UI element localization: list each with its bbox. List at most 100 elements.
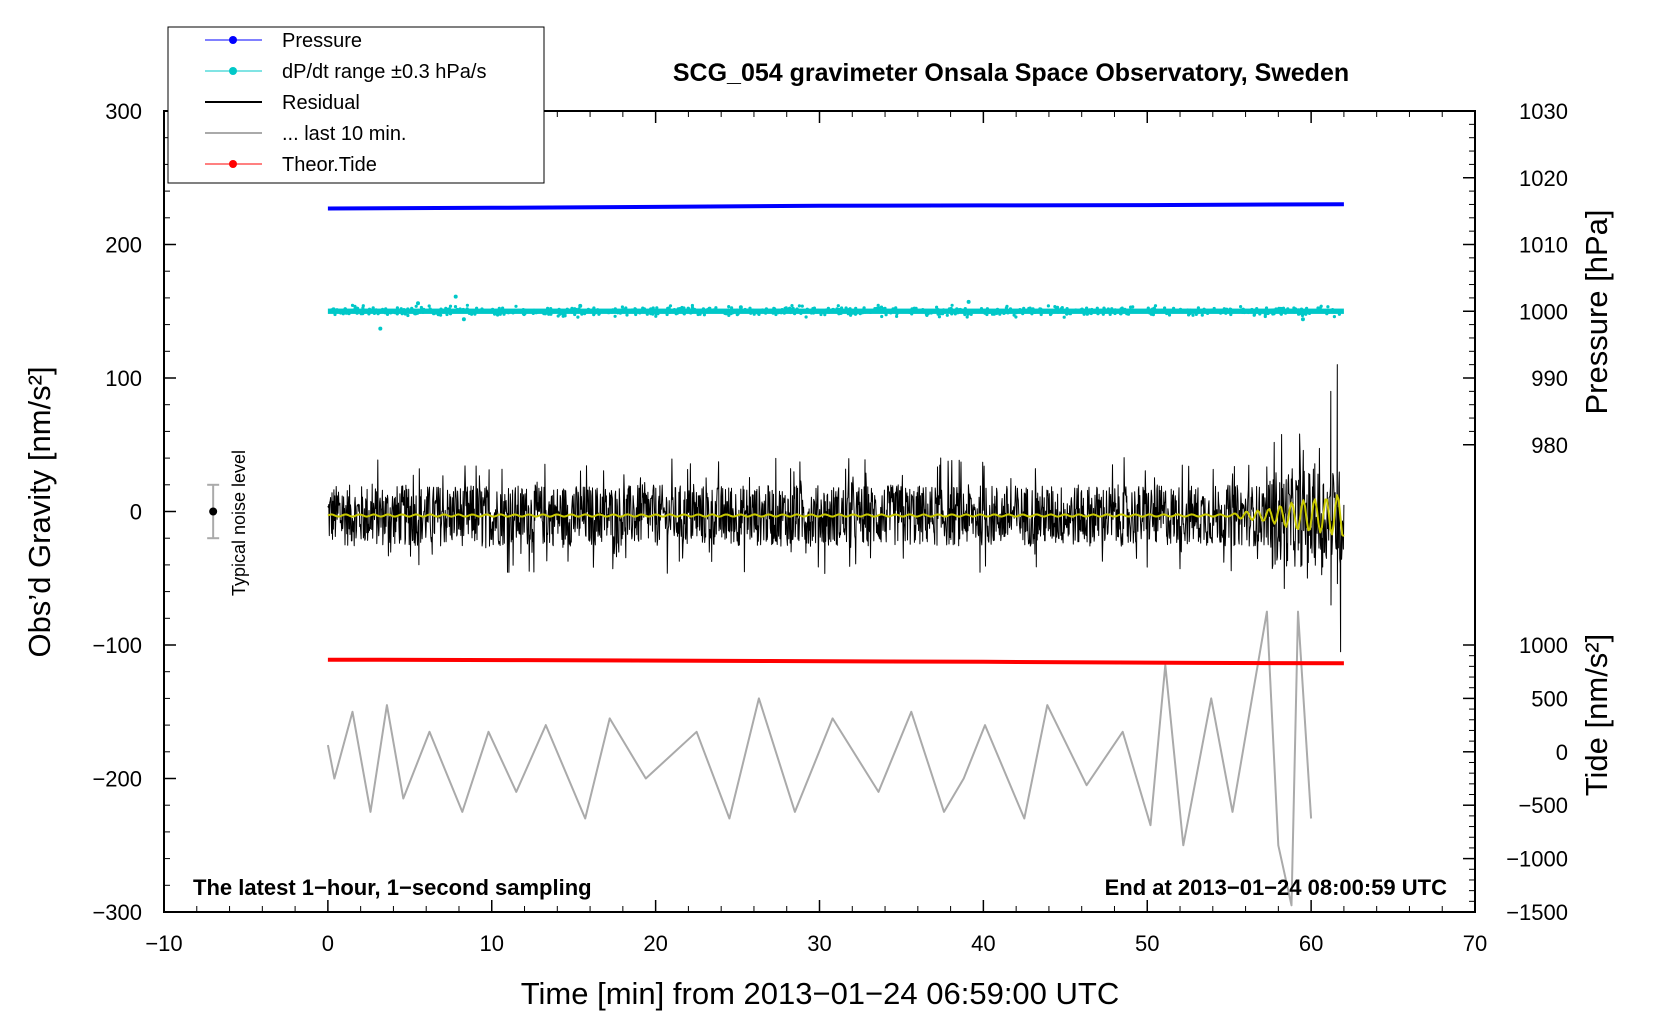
- series-dpdt-point: [427, 304, 431, 308]
- series-dpdt-point: [475, 306, 479, 310]
- series-dpdt-point: [730, 306, 734, 310]
- series-dpdt-point: [343, 307, 347, 311]
- series-dpdt-point: [1049, 312, 1053, 316]
- series-dpdt-point: [644, 309, 648, 313]
- series-dpdt-point: [838, 311, 843, 315]
- series-dpdt-point: [1065, 307, 1069, 311]
- series-dpdt-point: [696, 312, 700, 317]
- series-dpdt-point: [418, 310, 422, 314]
- series-residual-line: [327, 364, 1345, 653]
- series-dpdt-point: [1022, 306, 1026, 310]
- series-dpdt-point: [831, 307, 836, 312]
- series-dpdt-point: [1331, 308, 1335, 312]
- series-dpdt-point: [403, 312, 407, 316]
- series-dpdt-point: [789, 308, 793, 312]
- series-dpdt-point: [557, 307, 561, 311]
- y-tick-label: 100: [105, 366, 142, 391]
- series-dpdt-point: [1082, 312, 1086, 316]
- series-dpdt-point: [727, 305, 731, 309]
- series-dpdt-point: [498, 312, 502, 316]
- series-dpdt-point: [880, 314, 884, 319]
- series-dpdt-point: [448, 312, 453, 316]
- series-dpdt-outlier: [578, 303, 583, 308]
- series-dpdt-point: [941, 308, 946, 312]
- series-dpdt-point: [367, 307, 372, 311]
- series-dpdt-point: [516, 309, 520, 313]
- series-dpdt-point: [1203, 308, 1207, 312]
- series-dpdt-point: [1225, 307, 1229, 311]
- series-dpdt-point: [882, 309, 886, 313]
- series-dpdt-point: [690, 303, 695, 308]
- series-dpdt-point: [467, 311, 471, 315]
- series-dpdt-point: [651, 306, 655, 310]
- series-dpdt-point: [773, 307, 777, 311]
- series-dpdt-outlier: [738, 305, 743, 310]
- series-dpdt-outlier: [1300, 317, 1305, 322]
- series-dpdt-point: [863, 310, 867, 314]
- series-dpdt-point: [735, 313, 739, 317]
- series-dpdt-point: [411, 308, 415, 312]
- pressure-tick-label: 1010: [1519, 233, 1568, 258]
- series-pressure-line: [327, 202, 1344, 211]
- series-dpdt-point: [676, 307, 680, 311]
- series-dpdt-outlier: [461, 317, 466, 322]
- series-dpdt-point: [1307, 311, 1312, 315]
- series-dpdt-point: [577, 307, 581, 311]
- legend-swatch-marker: [229, 160, 237, 168]
- series-dpdt-outlier: [453, 294, 458, 299]
- legend: Pressure dP/dt range ±0.3 hPa/s Residual..…: [167, 26, 545, 184]
- series-dpdt-point: [730, 311, 735, 315]
- series-dpdt-point: [1206, 311, 1210, 315]
- series-dpdt-point: [701, 307, 706, 311]
- pressure-tick-label: 1020: [1519, 166, 1568, 191]
- series-dpdt-point: [1233, 309, 1237, 313]
- series-dpdt-point: [1196, 311, 1200, 315]
- series-dpdt-point: [613, 314, 617, 318]
- series-dpdt-point: [800, 304, 804, 308]
- series-dpdt-point: [1215, 308, 1219, 313]
- series-dpdt-point: [610, 310, 614, 314]
- series-dpdt-point: [692, 307, 697, 311]
- series-dpdt-point: [363, 308, 367, 312]
- series-dpdt-point: [823, 313, 827, 317]
- series-dpdt-point: [546, 306, 550, 310]
- series-dpdt-point: [374, 308, 378, 312]
- series-dpdt-point: [565, 307, 569, 311]
- series-dpdt-point: [1111, 309, 1115, 313]
- series-dpdt-point: [593, 311, 597, 315]
- series-dpdt-point: [894, 308, 898, 312]
- series-dpdt-point: [1332, 315, 1336, 319]
- series-dpdt-point: [538, 309, 542, 313]
- series-dpdt-point: [793, 312, 797, 316]
- series-dpdt-point: [371, 306, 375, 310]
- series-dpdt-point: [1014, 311, 1018, 315]
- series-dpdt-point: [383, 311, 387, 315]
- tide-tick-label: 0: [1556, 740, 1568, 765]
- series-dpdt-point: [1218, 310, 1222, 314]
- series-dpdt-point: [860, 311, 865, 315]
- series-dpdt-point: [764, 307, 769, 311]
- series-dpdt-point: [1241, 307, 1245, 311]
- tide-tick-label: −1000: [1506, 847, 1568, 872]
- series-dpdt-point: [1046, 304, 1050, 308]
- series-dpdt-point: [1300, 313, 1305, 318]
- series-dpdt-point: [521, 308, 525, 312]
- series-dpdt-point: [1241, 310, 1245, 314]
- series-dpdt-point: [1299, 309, 1303, 313]
- series-dpdt-point: [835, 310, 840, 314]
- series-dpdt-point: [1255, 307, 1259, 311]
- series-dpdt-point: [556, 314, 560, 318]
- series-dpdt-point: [455, 307, 459, 312]
- series-dpdt-point: [724, 312, 728, 316]
- series-dpdt-point: [597, 312, 601, 316]
- annotation-sampling: The latest 1−hour, 1−second sampling: [193, 875, 592, 900]
- series-dpdt-point: [998, 310, 1003, 314]
- series-dpdt-point: [680, 309, 684, 313]
- series-dpdt-point: [521, 312, 526, 316]
- series-dpdt-point: [419, 305, 423, 310]
- series-dpdt-point: [836, 304, 840, 308]
- series-dpdt-point: [743, 307, 747, 312]
- series-dpdt-point: [1153, 304, 1158, 308]
- series-smoothed-line: [327, 494, 1345, 537]
